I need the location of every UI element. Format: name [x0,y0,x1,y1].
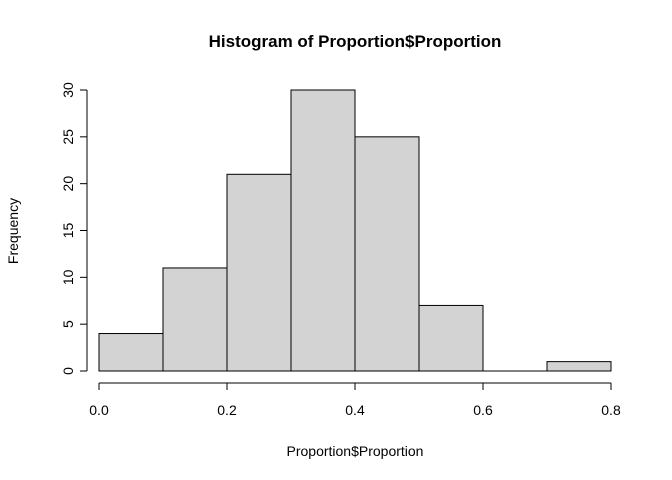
x-axis-label: Proportion$Proportion [287,443,424,459]
histogram-bar-1 [162,267,228,372]
x-tick-label-4: 0.8 [601,402,621,418]
y-tick-label-4: 20 [60,176,76,192]
x-tick-label-1: 0.2 [217,402,237,418]
bars-group [98,89,612,372]
histogram-bar-0 [98,333,164,372]
x-tick-label-3: 0.6 [473,402,493,418]
histogram-bar-7 [546,361,612,372]
y-axis-label: Frequency [5,198,21,264]
y-tick-label-3: 15 [60,223,76,239]
chart-title: Histogram of Proportion$Proportion [209,32,502,51]
y-tick-label-2: 10 [60,269,76,285]
y-tick-label-0: 0 [60,367,76,375]
x-axis: 0.0 0.2 0.4 0.6 0.8 [89,382,621,418]
x-tick-label-2: 0.4 [345,402,365,418]
y-axis: 0 5 10 15 20 25 30 [60,82,88,375]
y-tick-label-5: 25 [60,129,76,145]
histogram-bar-2 [226,173,292,372]
histogram-bar-4 [354,136,420,372]
y-tick-label-1: 5 [60,320,76,328]
y-tick-label-6: 30 [60,82,76,98]
x-tick-label-0: 0.0 [89,402,109,418]
histogram-bar-3 [290,89,356,372]
histogram-bar-5 [418,304,484,372]
